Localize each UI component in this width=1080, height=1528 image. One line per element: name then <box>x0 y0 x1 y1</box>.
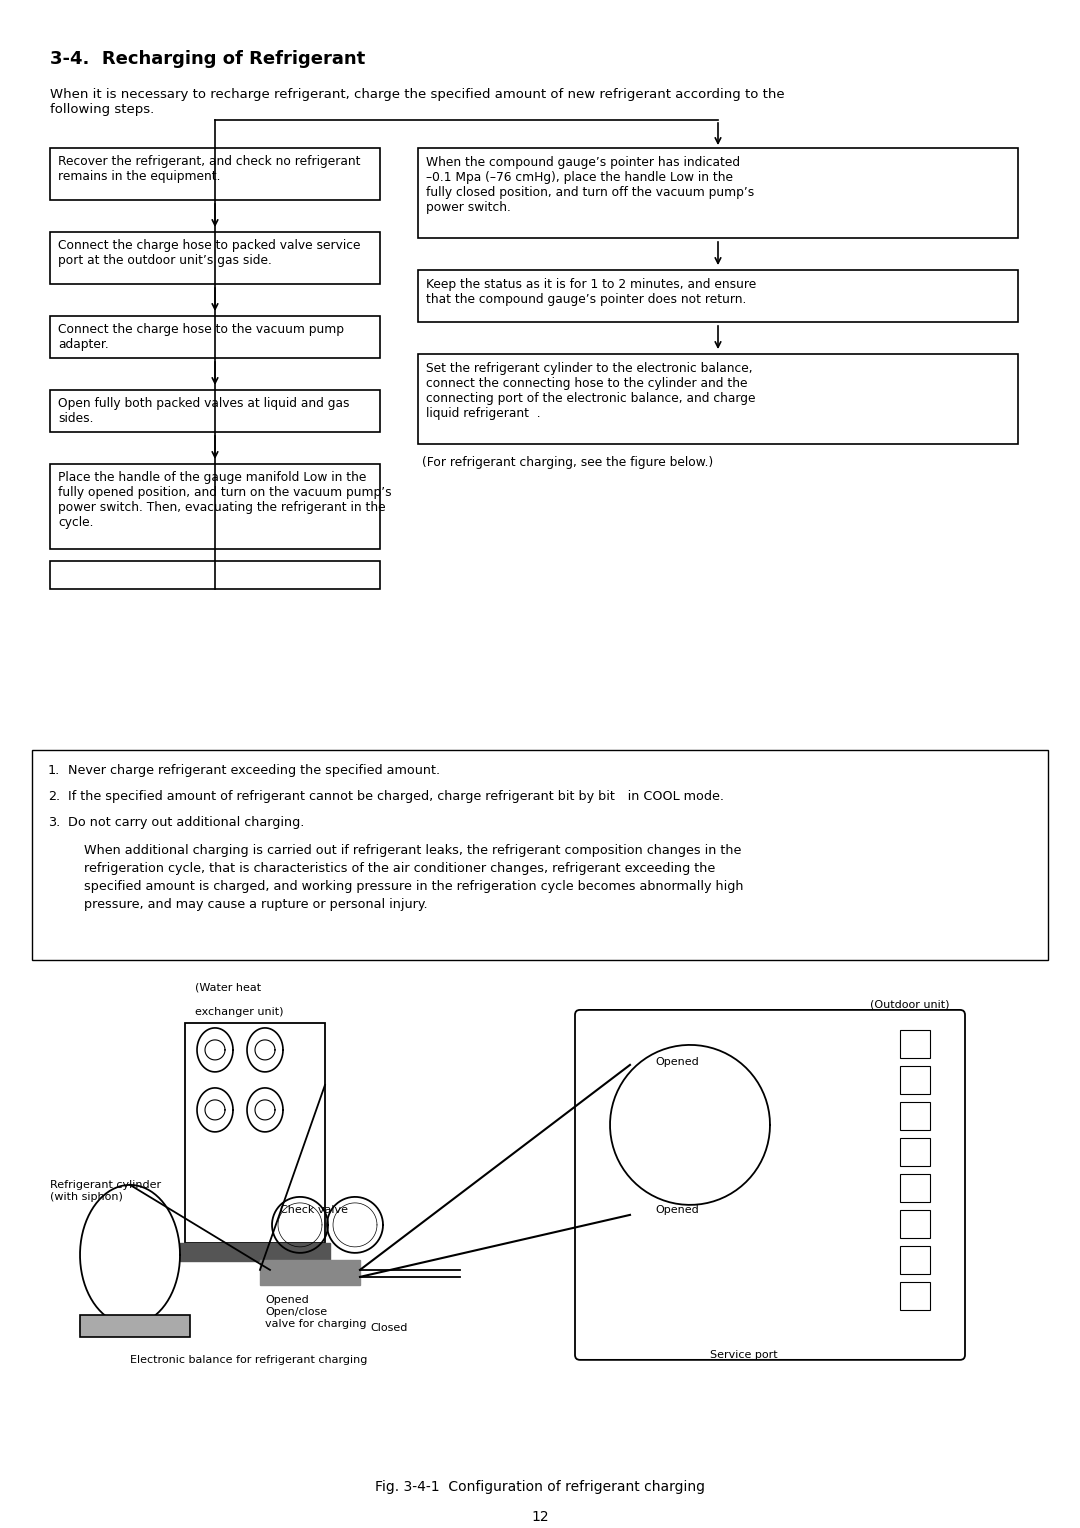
Text: (Water heat: (Water heat <box>195 983 261 993</box>
Text: Connect the charge hose to packed valve service
port at the outdoor unit’s gas s: Connect the charge hose to packed valve … <box>58 238 361 267</box>
Text: valve for charging: valve for charging <box>265 1319 366 1329</box>
Bar <box>32 750 1048 960</box>
Text: Keep the status as it is for 1 to 2 minutes, and ensure
that the compound gauge’: Keep the status as it is for 1 to 2 minu… <box>426 278 756 306</box>
Bar <box>260 1261 360 1285</box>
Text: Opened: Opened <box>654 1057 699 1067</box>
Bar <box>418 148 1018 238</box>
Text: When it is necessary to recharge refrigerant, charge the specified amount of new: When it is necessary to recharge refrige… <box>50 89 785 116</box>
Text: Open fully both packed valves at liquid and gas
sides.: Open fully both packed valves at liquid … <box>58 397 350 425</box>
Bar <box>50 316 380 358</box>
Text: Opened: Opened <box>654 1206 699 1215</box>
Text: Open/close: Open/close <box>265 1306 327 1317</box>
Text: If the specified amount of refrigerant cannot be charged, charge refrigerant bit: If the specified amount of refrigerant c… <box>68 790 724 802</box>
Bar <box>180 1242 330 1261</box>
Text: (with siphon): (with siphon) <box>50 1192 123 1203</box>
Text: Do not carry out additional charging.: Do not carry out additional charging. <box>68 816 305 828</box>
Text: 1.: 1. <box>48 764 60 776</box>
Bar <box>418 354 1018 445</box>
Bar <box>50 465 380 549</box>
FancyBboxPatch shape <box>575 1010 966 1360</box>
Bar <box>50 232 380 284</box>
Text: Place the handle of the gauge manifold Low in the
fully opened position, and tur: Place the handle of the gauge manifold L… <box>58 471 392 529</box>
Bar <box>900 1210 930 1238</box>
Bar <box>900 1245 930 1274</box>
Text: Service port: Service port <box>710 1349 778 1360</box>
Text: 2.: 2. <box>48 790 60 802</box>
Text: Never charge refrigerant exceeding the specified amount.: Never charge refrigerant exceeding the s… <box>68 764 441 776</box>
Text: Closed: Closed <box>370 1323 407 1332</box>
Bar <box>80 1320 180 1332</box>
Bar <box>185 1022 325 1242</box>
Bar <box>900 1174 930 1203</box>
Text: 3.: 3. <box>48 816 60 828</box>
Text: When the compound gauge’s pointer has indicated
–0.1 Mpa (–76 cmHg), place the h: When the compound gauge’s pointer has in… <box>426 156 754 214</box>
Bar <box>900 1102 930 1129</box>
Bar <box>50 561 380 588</box>
Text: 12: 12 <box>531 1510 549 1523</box>
Text: exchanger unit): exchanger unit) <box>195 1007 283 1018</box>
Text: 3-4.  Recharging of Refrigerant: 3-4. Recharging of Refrigerant <box>50 50 365 67</box>
Text: Recover the refrigerant, and check no refrigerant
remains in the equipment.: Recover the refrigerant, and check no re… <box>58 154 361 183</box>
Bar <box>900 1030 930 1057</box>
Bar <box>50 148 380 200</box>
Text: Refrigerant cylinder: Refrigerant cylinder <box>50 1180 161 1190</box>
Bar <box>80 1316 190 1337</box>
Text: When additional charging is carried out if refrigerant leaks, the refrigerant co: When additional charging is carried out … <box>84 843 743 911</box>
Bar <box>900 1067 930 1094</box>
Text: Fig. 3-4-1  Configuration of refrigerant charging: Fig. 3-4-1 Configuration of refrigerant … <box>375 1479 705 1494</box>
Text: Check valve: Check valve <box>280 1206 348 1215</box>
Text: (Outdoor unit): (Outdoor unit) <box>870 999 950 1010</box>
Bar <box>418 270 1018 322</box>
Text: Opened: Opened <box>265 1294 309 1305</box>
Text: Connect the charge hose to the vacuum pump
adapter.: Connect the charge hose to the vacuum pu… <box>58 322 345 351</box>
Bar <box>900 1282 930 1309</box>
Text: (For refrigerant charging, see the figure below.): (For refrigerant charging, see the figur… <box>422 455 713 469</box>
Text: Set the refrigerant cylinder to the electronic balance,
connect the connecting h: Set the refrigerant cylinder to the elec… <box>426 362 756 420</box>
Bar <box>50 390 380 432</box>
Bar <box>900 1138 930 1166</box>
Text: Electronic balance for refrigerant charging: Electronic balance for refrigerant charg… <box>130 1355 367 1365</box>
